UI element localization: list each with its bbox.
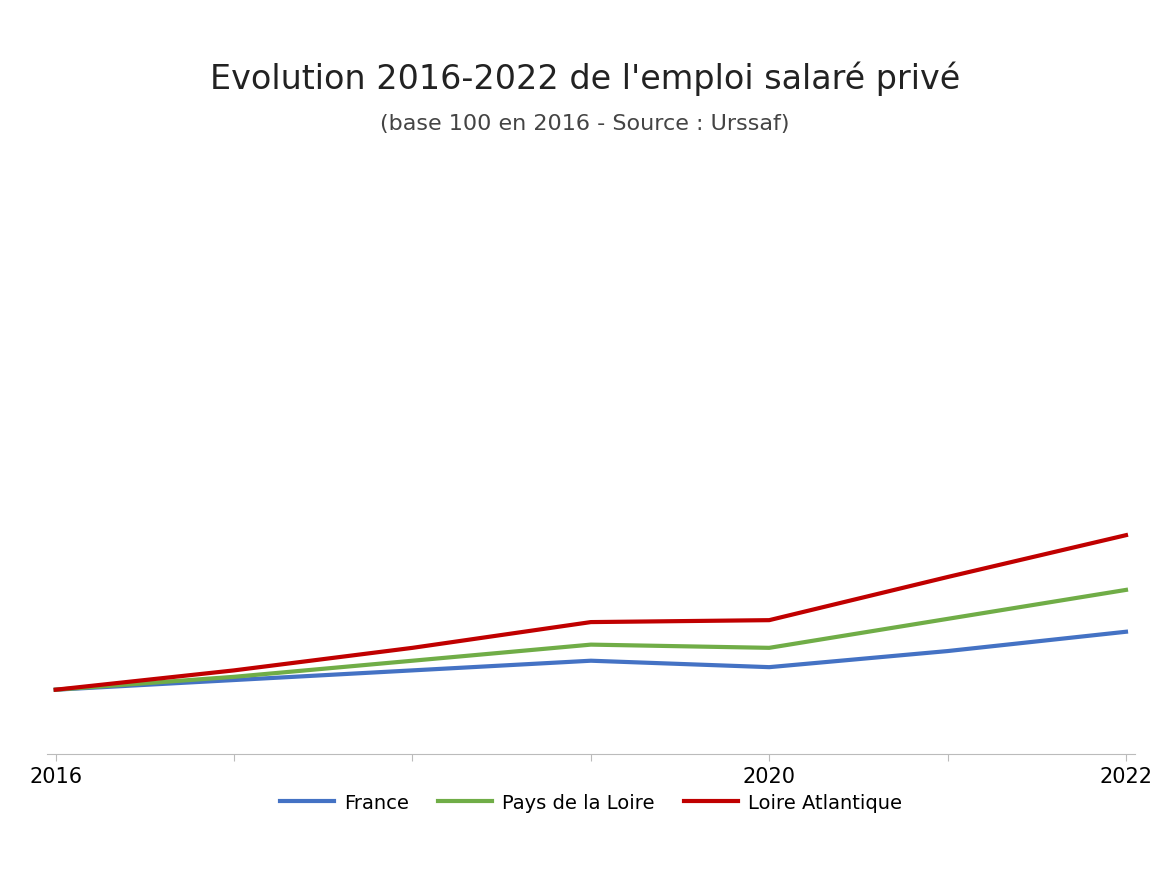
Line: Loire Atlantique: Loire Atlantique <box>56 536 1126 690</box>
Legend: France, Pays de la Loire, Loire Atlantique: France, Pays de la Loire, Loire Atlantiq… <box>271 785 910 820</box>
Pays de la Loire <box>941 614 955 624</box>
Pays de la Loire <box>1119 585 1133 595</box>
Line: Pays de la Loire: Pays de la Loire <box>56 590 1126 690</box>
Pays de la Loire <box>762 643 776 653</box>
Loire Atlantique <box>584 617 598 628</box>
Loire Atlantique <box>762 615 776 625</box>
Loire Atlantique <box>49 685 63 695</box>
Text: Evolution 2016-2022 de l'emploi salaré privé: Evolution 2016-2022 de l'emploi salaré p… <box>209 61 961 96</box>
Line: France: France <box>56 632 1126 690</box>
France <box>406 666 420 676</box>
France <box>584 656 598 667</box>
France <box>762 662 776 673</box>
Loire Atlantique <box>1119 531 1133 541</box>
France <box>227 675 241 686</box>
Pays de la Loire <box>584 639 598 650</box>
Text: (base 100 en 2016 - Source : Urssaf): (base 100 en 2016 - Source : Urssaf) <box>380 114 790 134</box>
Pays de la Loire <box>227 672 241 682</box>
France <box>1119 627 1133 638</box>
Loire Atlantique <box>227 666 241 676</box>
Loire Atlantique <box>406 643 420 653</box>
Loire Atlantique <box>941 572 955 582</box>
France <box>941 646 955 657</box>
France <box>49 685 63 695</box>
Pays de la Loire <box>49 685 63 695</box>
Pays de la Loire <box>406 656 420 667</box>
